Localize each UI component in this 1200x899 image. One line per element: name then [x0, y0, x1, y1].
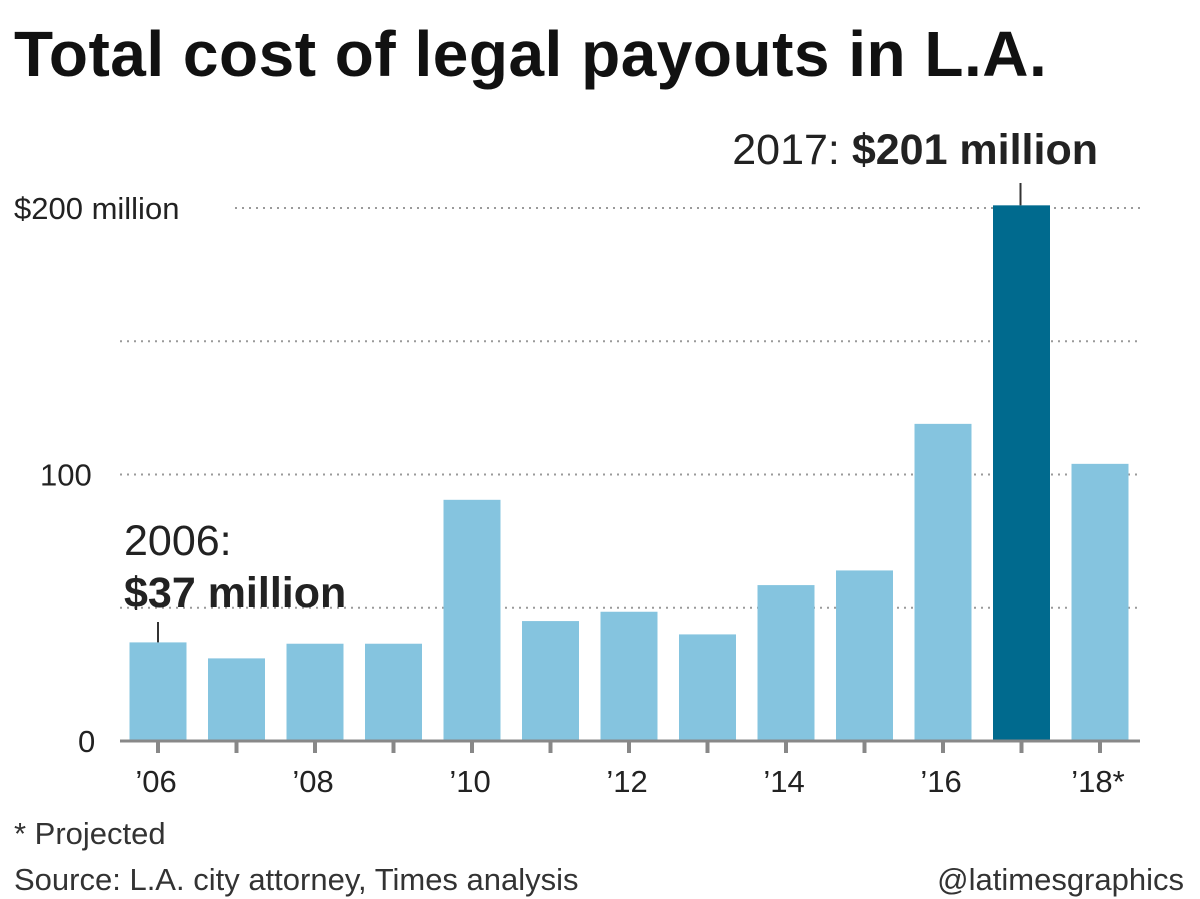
bar-2009	[365, 643, 422, 741]
bar-2006	[129, 642, 187, 741]
x-tick-label-2016: ’16	[920, 764, 961, 799]
x-tick-label-2008: ’08	[292, 764, 333, 799]
x-axis	[120, 739, 1140, 753]
x-tick-label-2006: ’06	[135, 764, 176, 799]
bar-2014	[757, 585, 815, 741]
x-tick-label-2018: ’18*	[1071, 764, 1124, 799]
credit: @latimesgraphics	[937, 862, 1184, 897]
bar-2017	[993, 205, 1050, 741]
bar-2016	[914, 423, 972, 741]
bar-2015	[836, 570, 893, 741]
source-note: Source: L.A. city attorney, Times analys…	[14, 862, 579, 897]
y-axis-labels: 0 100 $200 million	[14, 191, 179, 759]
footnote: * Projected	[14, 816, 166, 851]
annotations: 2006:$37 million 2017: $201 million	[124, 126, 1098, 643]
bar-2012	[600, 611, 658, 741]
y-tick-label-100: 100	[40, 458, 92, 493]
bar-2018	[1071, 463, 1129, 741]
annotation-2017: 2017: $201 million	[732, 126, 1098, 174]
y-tick-label-200: $200 million	[14, 191, 179, 226]
x-tick-label-2010: ’10	[449, 764, 490, 799]
bar-2013	[679, 634, 736, 741]
annotation-2006-value: $37 million	[124, 569, 346, 617]
x-axis-labels: ’06 ’08 ’10 ’12 ’14 ’16 ’18*	[135, 764, 1124, 799]
bar-2007	[208, 658, 265, 741]
bar-2011	[522, 621, 579, 741]
x-tick-label-2012: ’12	[606, 764, 647, 799]
y-tick-label-0: 0	[78, 724, 95, 759]
bars	[129, 205, 1129, 741]
annotation-2017-year: 2017:	[732, 126, 852, 174]
x-tick-label-2014: ’14	[763, 764, 804, 799]
gridlines	[120, 207, 1140, 609]
chart-title: Total cost of legal payouts in L.A.	[14, 18, 1048, 90]
annotation-2006-year: 2006:	[124, 517, 232, 565]
bar-2010	[443, 499, 501, 741]
bar-2008	[286, 643, 344, 741]
annotation-2017-value: $201 million	[852, 126, 1098, 174]
